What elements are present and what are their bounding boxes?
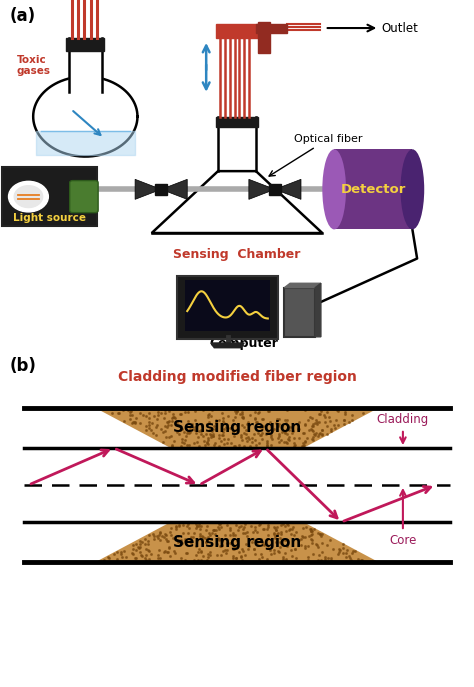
Text: Cladding modified fiber region: Cladding modified fiber region <box>118 370 356 384</box>
Polygon shape <box>218 117 256 171</box>
Bar <box>334 149 412 229</box>
Bar <box>155 184 167 195</box>
Polygon shape <box>161 179 187 199</box>
Polygon shape <box>216 23 258 38</box>
Text: Cladding: Cladding <box>377 413 429 443</box>
Text: Toxic
gases: Toxic gases <box>17 54 51 76</box>
Polygon shape <box>315 283 321 337</box>
Circle shape <box>9 181 48 212</box>
Bar <box>185 280 270 331</box>
Polygon shape <box>275 179 301 199</box>
Bar <box>66 38 104 51</box>
Polygon shape <box>95 522 379 563</box>
Polygon shape <box>95 407 379 448</box>
Ellipse shape <box>401 149 424 229</box>
Polygon shape <box>256 23 287 33</box>
Polygon shape <box>211 343 244 348</box>
FancyBboxPatch shape <box>177 276 278 339</box>
Text: Optical fiber: Optical fiber <box>269 134 363 176</box>
Text: Sensing region: Sensing region <box>173 534 301 550</box>
Bar <box>284 288 315 337</box>
Bar <box>216 117 258 127</box>
Text: Core: Core <box>389 490 417 547</box>
Bar <box>2 168 97 226</box>
Polygon shape <box>69 38 102 93</box>
Polygon shape <box>284 283 321 288</box>
Text: Sensing  Chamber: Sensing Chamber <box>173 247 301 260</box>
Text: Sensing region: Sensing region <box>173 420 301 436</box>
Text: (b): (b) <box>9 357 36 375</box>
Polygon shape <box>258 22 270 53</box>
Text: Outlet: Outlet <box>382 21 419 34</box>
Polygon shape <box>249 179 275 199</box>
Polygon shape <box>33 76 137 157</box>
Bar <box>269 184 281 195</box>
Text: (a): (a) <box>9 8 36 25</box>
Circle shape <box>14 185 43 207</box>
Ellipse shape <box>322 149 346 229</box>
Text: Detector: Detector <box>341 183 406 196</box>
Polygon shape <box>135 179 161 199</box>
FancyBboxPatch shape <box>70 181 98 213</box>
Text: Computer: Computer <box>210 337 279 350</box>
Polygon shape <box>152 171 322 233</box>
Text: Light source: Light source <box>13 213 86 223</box>
